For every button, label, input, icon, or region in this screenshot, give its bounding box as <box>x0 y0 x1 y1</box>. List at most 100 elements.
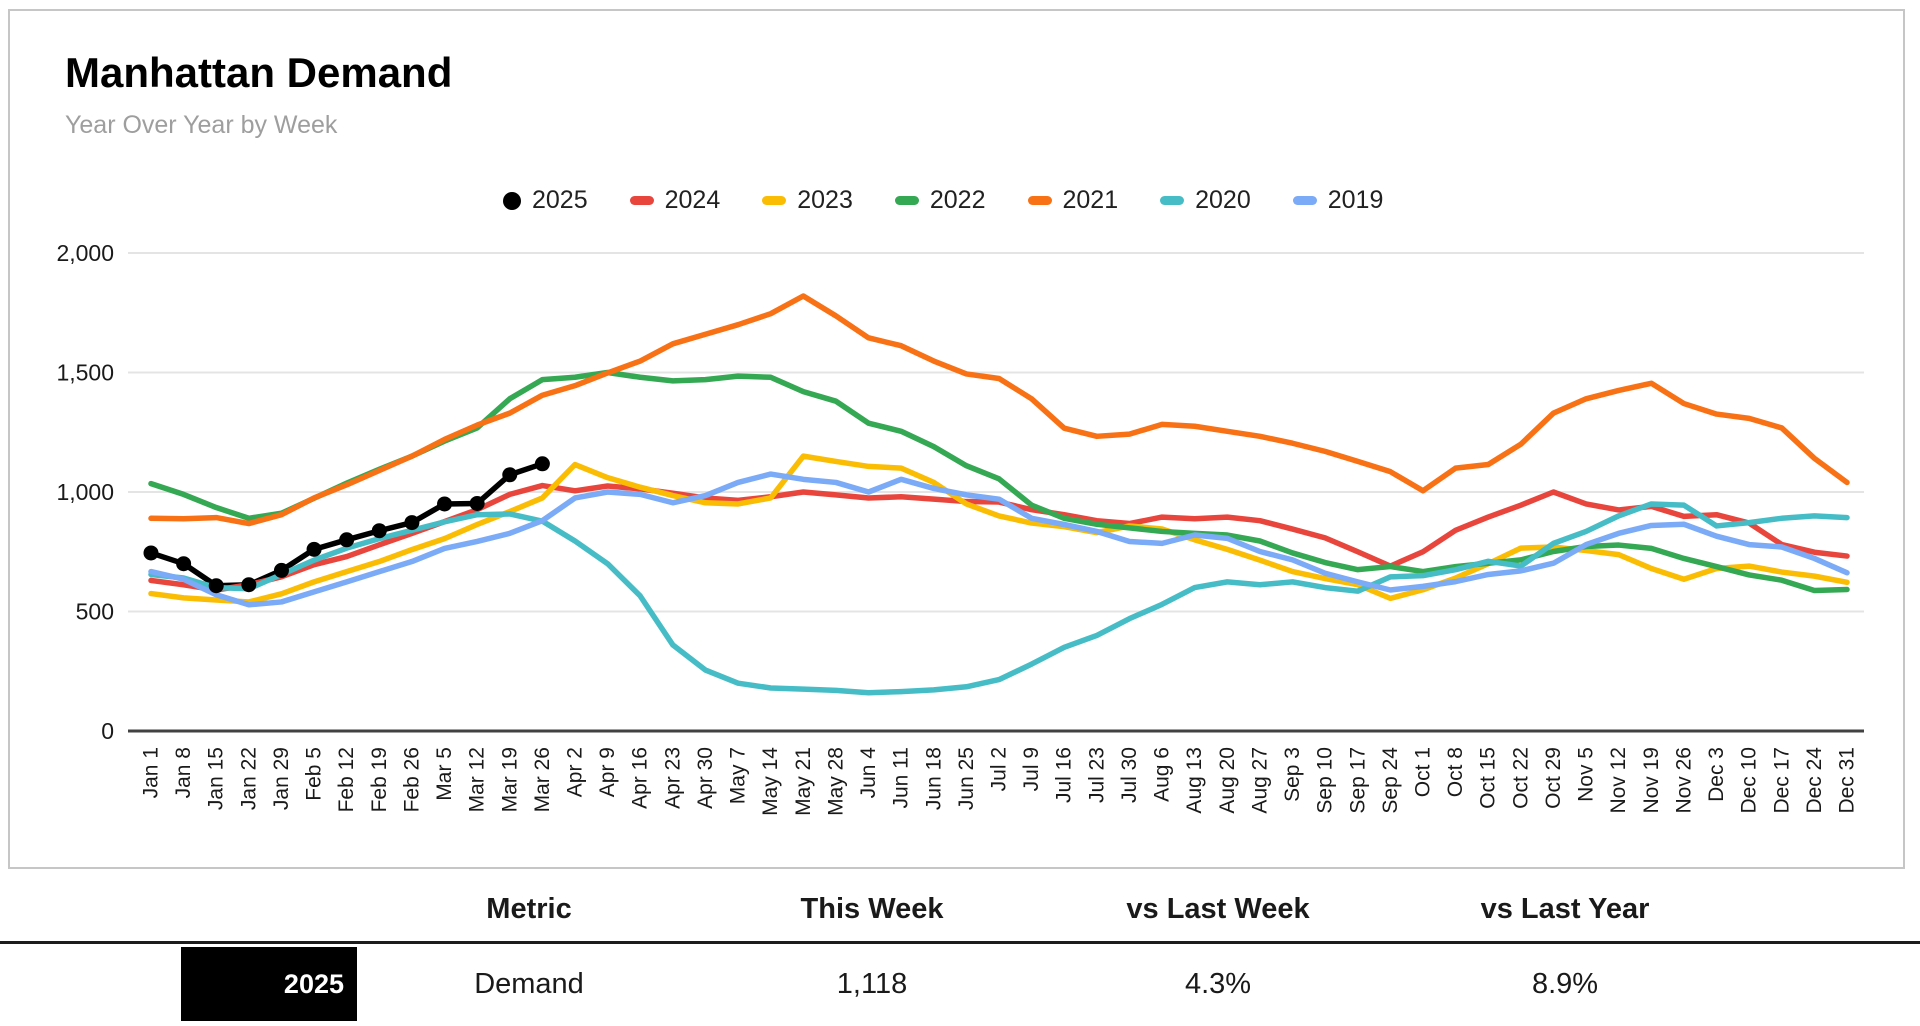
x-axis-tick-label: Jul 2 <box>988 747 1011 791</box>
legend-item-2023: 2023 <box>762 186 853 215</box>
legend-label: 2020 <box>1195 186 1251 214</box>
chart-title: Manhattan Demand <box>65 49 453 96</box>
x-axis-tick-label: Feb 5 <box>303 747 326 801</box>
x-axis-tick-label: Jan 22 <box>237 747 260 810</box>
series-line-2022[interactable] <box>148 369 1850 594</box>
legend-label: 2021 <box>1062 186 1119 214</box>
chart-subtitle: Year Over Year by Week <box>65 111 338 139</box>
data-point-2025-Jan 1[interactable] <box>143 545 159 561</box>
x-axis-tick-label: Dec 3 <box>1705 747 1728 802</box>
table-header-metric: Metric <box>486 893 572 925</box>
x-axis-tick-label: Nov 12 <box>1607 747 1630 814</box>
data-point-2025-Feb 5[interactable] <box>306 541 322 557</box>
table-header-this-week: This Week <box>800 893 944 925</box>
y-axis-tick-label: 0 <box>101 718 114 744</box>
data-point-2025-Mar 12[interactable] <box>469 495 485 511</box>
x-axis-tick-label: May 21 <box>792 747 815 816</box>
legend-item-2020: 2020 <box>1160 186 1251 215</box>
data-point-2025-Mar 26[interactable] <box>534 456 550 472</box>
x-axis-tick-label: Oct 29 <box>1542 747 1565 809</box>
x-axis-tick-label: Sep 17 <box>1346 747 1369 814</box>
x-axis-tick-label: Jan 8 <box>172 747 195 798</box>
x-axis-tick-label: Oct 8 <box>1444 747 1467 797</box>
legend-label: 2023 <box>797 186 853 214</box>
series-marker-icon <box>503 191 521 210</box>
x-axis-tick-label: Apr 23 <box>661 747 684 809</box>
x-axis-tick-label: Mar 26 <box>531 747 554 812</box>
x-axis-tick-label: Jul 16 <box>1053 747 1076 803</box>
x-axis-tick-label: Dec 24 <box>1803 747 1826 814</box>
table-header-vs-last-week: vs Last Week <box>1126 893 1310 925</box>
legend-item-2022: 2022 <box>894 186 986 215</box>
series-marker-icon <box>894 196 919 205</box>
legend-item-2021: 2021 <box>1027 186 1119 215</box>
x-axis-tick-label: Apr 9 <box>596 747 619 797</box>
x-axis-tick-label: Oct 15 <box>1477 747 1500 809</box>
data-point-2025-Feb 19[interactable] <box>371 523 387 539</box>
chart-legend: 2025 2024 2023 2022 2021 2020 2019 <box>503 186 1383 215</box>
data-point-2025-Mar 5[interactable] <box>437 496 453 512</box>
data-point-2025-Jan 22[interactable] <box>241 577 257 593</box>
data-point-2025-Feb 12[interactable] <box>339 532 355 548</box>
legend-item-2019: 2019 <box>1292 186 1384 215</box>
x-axis-tick-label: Apr 30 <box>694 747 717 809</box>
x-axis-tick-label: Mar 5 <box>433 747 456 801</box>
x-axis-tick-label: Feb 19 <box>368 747 391 812</box>
data-point-2025-Mar 19[interactable] <box>502 467 518 483</box>
table-divider <box>0 941 1920 944</box>
x-axis-tick-label: Apr 2 <box>564 747 587 797</box>
x-axis-tick-label: May 7 <box>727 747 750 804</box>
x-axis-tick-label: Jul 23 <box>1085 747 1108 803</box>
series-marker-icon <box>629 196 654 205</box>
line-chart: 0 500 1,000 1,500 2,000 Jan 1 Jan 8 Jan 15 Jan 2… <box>56 240 1864 816</box>
x-axis-tick-label: Aug 20 <box>1216 747 1239 814</box>
x-axis-tick-label: Nov 19 <box>1640 747 1663 814</box>
data-point-2025-Feb 26[interactable] <box>404 515 420 531</box>
data-point-2025-Jan 29[interactable] <box>273 562 289 578</box>
data-point-2025-Jan 15[interactable] <box>208 578 224 594</box>
data-point-2025-Jan 8[interactable] <box>176 556 192 572</box>
y-axis-tick-label: 500 <box>76 599 114 625</box>
x-axis-tick-label: Aug 6 <box>1151 747 1174 802</box>
x-axis-tick-label: Sep 3 <box>1281 747 1304 802</box>
x-axis-tick-label: Nov 26 <box>1672 747 1695 814</box>
x-axis-tick-label: Jan 29 <box>270 747 293 810</box>
x-axis-tick-label: Aug 27 <box>1248 747 1271 814</box>
x-axis-tick-label: Jul 30 <box>1118 747 1141 803</box>
x-axis-tick-label: Dec 10 <box>1738 747 1761 814</box>
series-line-2021[interactable] <box>148 293 1850 527</box>
x-axis-tick-label: Jul 9 <box>1020 747 1043 791</box>
legend-item-2025: 2025 <box>503 186 588 215</box>
legend-item-2024: 2024 <box>629 186 721 215</box>
x-axis-tick-label: May 28 <box>824 747 847 816</box>
cell-vs-last-week: 4.3% <box>1184 968 1252 1000</box>
x-axis-tick-label: Jan 15 <box>205 747 228 810</box>
year-badge-label: 2025 <box>283 969 344 999</box>
x-axis-tick-label: Sep 24 <box>1379 747 1402 814</box>
cell-metric: Demand <box>474 968 584 1000</box>
x-axis-tick-label: Apr 16 <box>629 747 652 809</box>
series-marker-icon <box>1292 196 1317 205</box>
legend-label: 2024 <box>664 186 721 214</box>
x-axis-tick-label: Feb 12 <box>335 747 358 812</box>
series-line-2020[interactable] <box>148 501 1850 696</box>
x-axis-tick-label: Jun 18 <box>922 747 945 810</box>
x-axis-tick-label: Mar 19 <box>498 747 521 812</box>
x-axis-tick-label: Jun 11 <box>890 747 913 809</box>
legend-label: 2019 <box>1327 186 1384 214</box>
series-line-2019[interactable] <box>148 471 1850 608</box>
x-axis-tick-label: Mar 12 <box>466 747 489 812</box>
series-marker-icon <box>1160 196 1185 205</box>
x-axis-tick-label: Jun 25 <box>955 747 978 810</box>
x-axis-tick-label: Oct 1 <box>1412 747 1435 797</box>
x-axis-tick-label: Jun 4 <box>857 747 880 799</box>
x-axis-tick-label: Dec 17 <box>1770 747 1793 814</box>
legend-label: 2025 <box>532 186 588 214</box>
x-axis-tick-label: May 14 <box>759 747 782 816</box>
chart-card: Manhattan Demand Year Over Year by Week <box>8 9 1905 869</box>
cell-this-week: 1,118 <box>836 968 908 1000</box>
x-axis-tick-label: Aug 13 <box>1183 747 1206 814</box>
table-header-vs-last-year: vs Last Year <box>1480 893 1650 925</box>
y-axis-tick-label: 2,000 <box>56 240 114 266</box>
